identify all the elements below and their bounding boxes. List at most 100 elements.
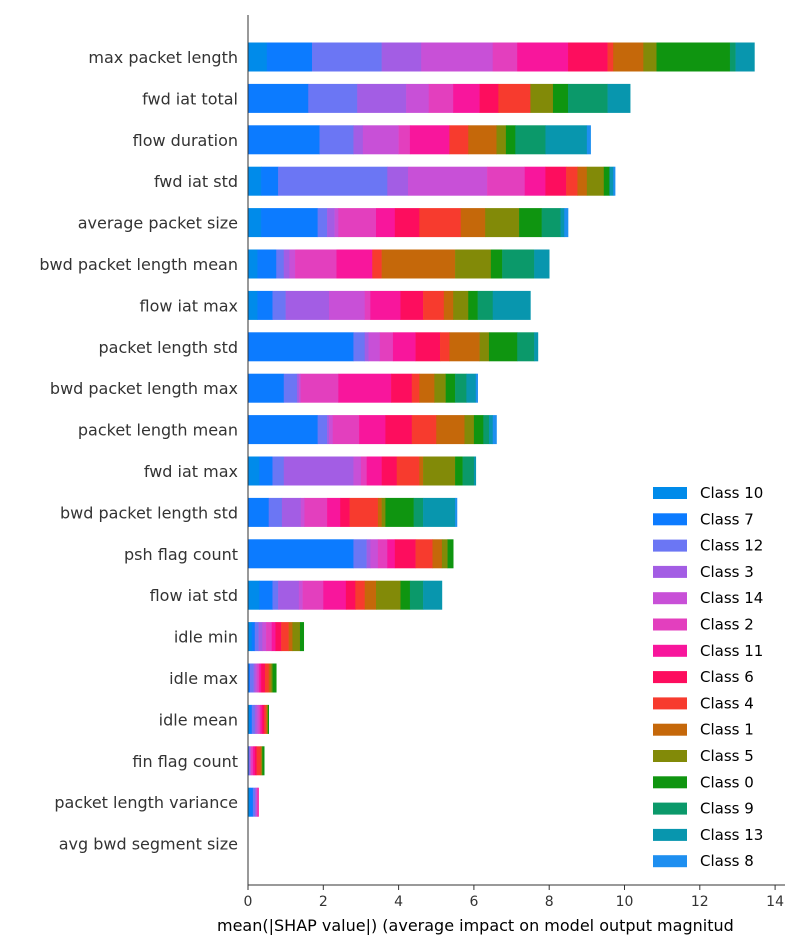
bar-segment	[362, 125, 399, 155]
bar-segment	[338, 208, 377, 238]
bar-segment	[603, 166, 610, 196]
x-axis-title: mean(|SHAP value|) (average impact on mo…	[217, 916, 734, 935]
legend-label: Class 1	[700, 721, 754, 739]
bar-segment	[453, 290, 469, 320]
bar-segment	[256, 704, 259, 734]
bar-segment	[248, 83, 309, 113]
bar-segment	[408, 166, 488, 196]
bar-segment	[353, 456, 362, 486]
bar-segment	[466, 373, 477, 403]
bar-segment	[257, 787, 259, 817]
bar-segment	[564, 208, 569, 238]
bar-segment	[327, 415, 330, 445]
bar-segment	[323, 580, 347, 610]
bar-segment	[453, 83, 480, 113]
bar-segment	[268, 497, 283, 527]
bar-segment	[262, 622, 267, 652]
bar-segment	[376, 208, 396, 238]
bar-segment	[312, 42, 382, 72]
bar-segment	[502, 249, 535, 279]
bar-segment	[492, 415, 497, 445]
bar-segment	[545, 125, 588, 155]
bar-segment	[413, 497, 424, 527]
bar-segment	[381, 497, 386, 527]
bar-segment	[272, 663, 277, 693]
bar-segment	[455, 456, 463, 486]
bar-segment	[248, 663, 251, 693]
bar-segment	[368, 332, 381, 362]
bar-segment	[260, 704, 263, 734]
bar-segment	[328, 415, 334, 445]
bar-segment	[359, 415, 386, 445]
bar-segment	[496, 125, 507, 155]
bar-segment	[524, 166, 546, 196]
bar-segment	[299, 622, 305, 652]
bar-segment	[411, 373, 420, 403]
bar-segment	[432, 539, 443, 569]
bar-segment	[423, 456, 456, 486]
bar-segment	[267, 704, 270, 734]
bar-segment	[327, 497, 341, 527]
bar-segment	[477, 290, 494, 320]
bar-segment	[259, 456, 273, 486]
bar-segment	[258, 704, 261, 734]
legend-swatch	[653, 671, 687, 684]
bar-segment	[370, 290, 401, 320]
bar-segment	[248, 249, 258, 279]
bar-segment	[328, 290, 366, 320]
bar-segment	[428, 83, 454, 113]
bar-segment	[254, 704, 257, 734]
bar-segment	[613, 42, 644, 72]
bar-segment	[440, 332, 450, 362]
bar-segment	[381, 249, 456, 279]
bar-segment	[262, 746, 265, 776]
legend-swatch	[653, 855, 687, 868]
bar-segment	[485, 208, 520, 238]
bar-segment	[327, 208, 335, 238]
bar-segment	[396, 456, 420, 486]
legend: Class 10 Class 7 Class 12 Class 3 Class 14 Cl…	[653, 484, 763, 870]
bar-segment	[534, 332, 539, 362]
bar-segment	[257, 787, 259, 817]
feature-label: avg bwd segment size	[59, 835, 238, 854]
bar-segment	[248, 787, 251, 817]
feature-label: flow duration	[133, 131, 238, 150]
feature-labels: max packet length fwd iat total flow durat…	[39, 48, 238, 854]
legend-swatch	[653, 618, 687, 631]
legend-swatch	[653, 776, 687, 789]
bar-segment	[281, 622, 289, 652]
legend-label: Class 0	[700, 773, 754, 791]
bar-segment	[249, 663, 254, 693]
bar-segment	[317, 208, 328, 238]
bar-segment	[492, 290, 531, 320]
bar-segment	[545, 166, 567, 196]
bar-segment	[272, 456, 285, 486]
x-tick-label: 10	[616, 894, 634, 910]
feature-label: packet length std	[98, 338, 238, 357]
feature-label: packet length mean	[78, 421, 238, 440]
x-tick-label: 4	[394, 894, 403, 910]
legend-label: Class 2	[700, 616, 754, 634]
bar-segment	[267, 704, 269, 734]
bar-segment	[468, 125, 497, 155]
bar-segment	[266, 622, 273, 652]
bar-segment	[264, 663, 270, 693]
bar-segment	[278, 580, 300, 610]
bar-segment	[415, 539, 433, 569]
bar-segment	[249, 704, 253, 734]
bar-segment	[423, 497, 456, 527]
feature-label: fwd iat total	[142, 89, 238, 108]
bar-segment	[364, 290, 371, 320]
bar-segment	[475, 373, 478, 403]
legend-label: Class 7	[700, 510, 754, 528]
bar-segment	[317, 415, 328, 445]
bar-segment	[248, 746, 250, 776]
bar-segment	[409, 125, 450, 155]
bar-segment	[272, 290, 286, 320]
bar-segment	[252, 787, 256, 817]
legend-swatch	[653, 513, 687, 526]
bar-segment	[460, 208, 486, 238]
bar-segment	[566, 166, 578, 196]
bar-segment	[248, 373, 285, 403]
x-tick-label: 12	[691, 894, 709, 910]
